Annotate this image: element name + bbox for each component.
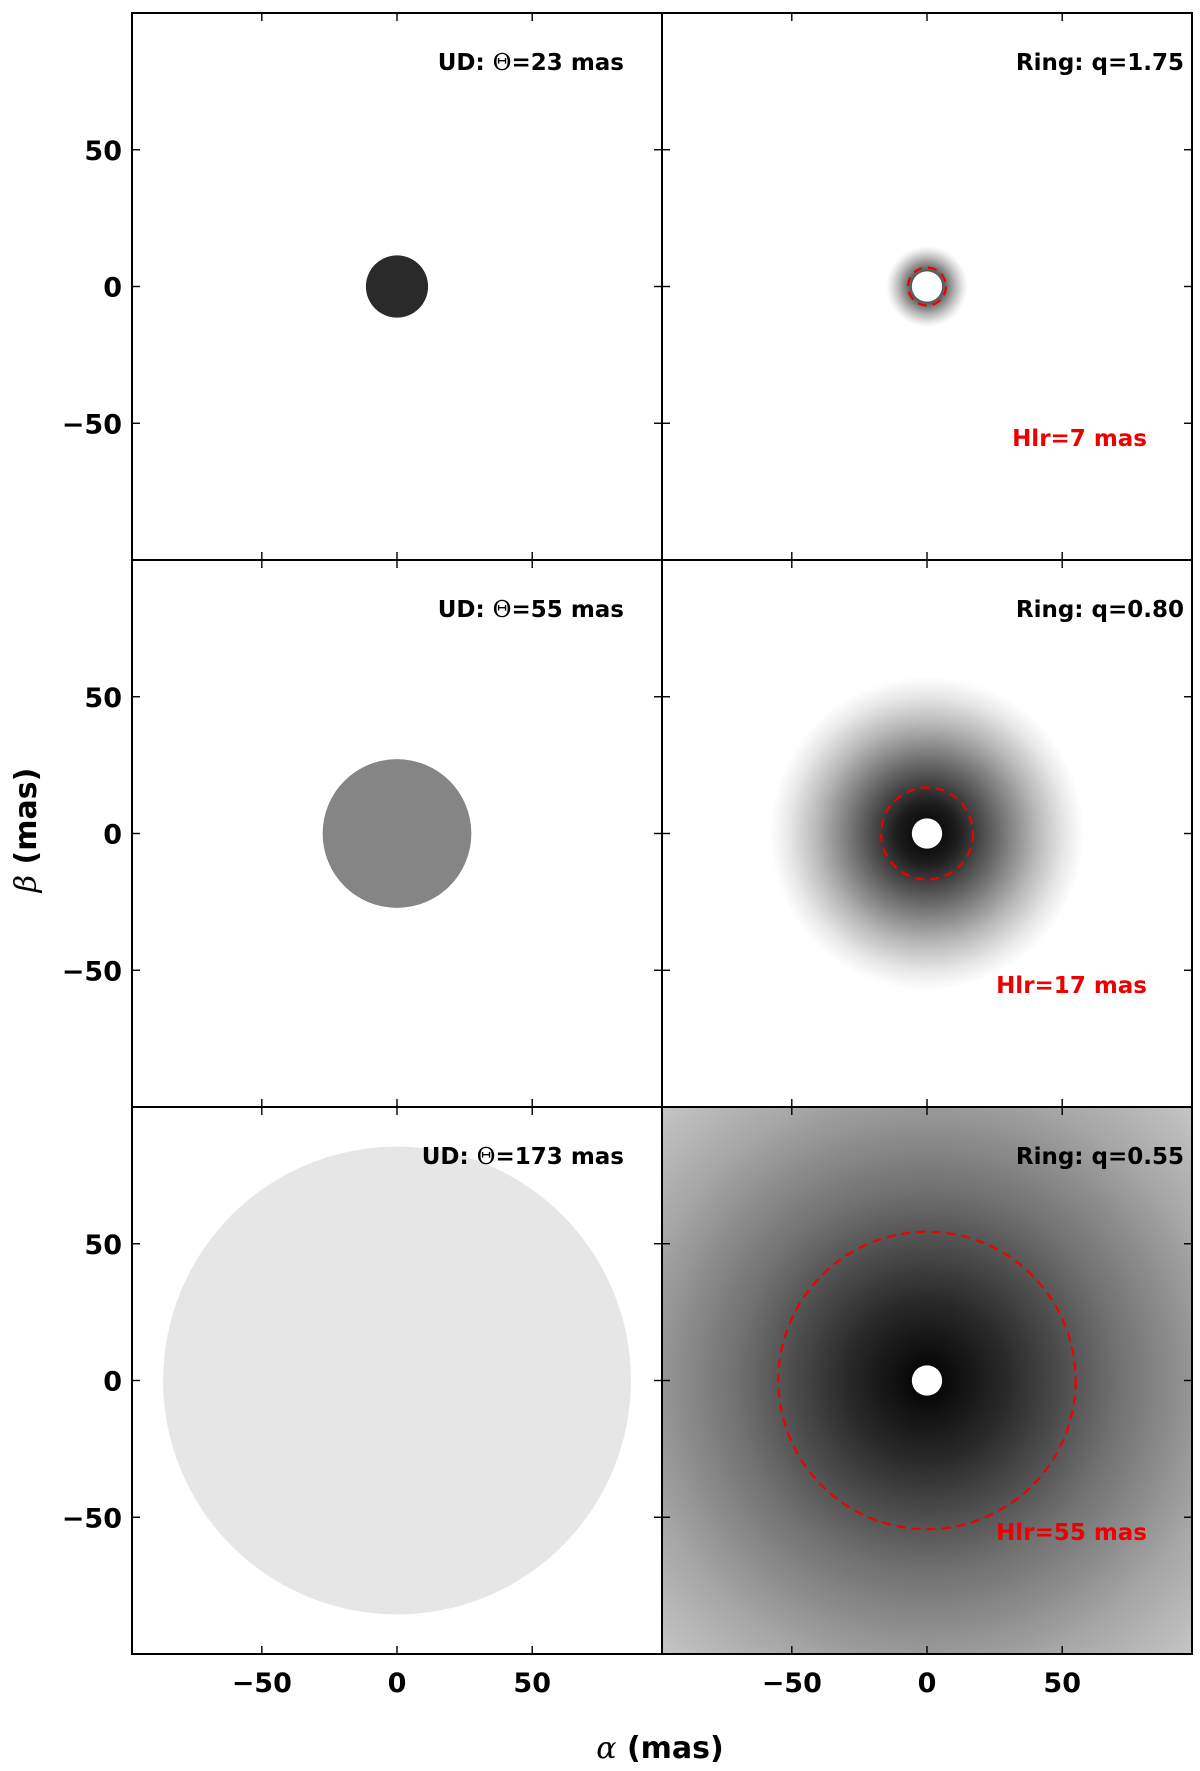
ud-panel-label: UD: Θ=23 mas <box>438 50 624 76</box>
x-axis-label: α (mas) <box>596 1731 724 1766</box>
half-light-radius-circle <box>777 1230 1077 1531</box>
ring-panel-label: Ring: q=0.80 <box>1016 597 1184 623</box>
ring-panel-label: Ring: q=0.55 <box>1016 1144 1184 1170</box>
y-tick-label: 0 <box>103 820 122 851</box>
central-hole <box>911 271 943 302</box>
x-tick-label: 50 <box>513 1668 551 1699</box>
x-tick-label: −50 <box>762 1668 822 1699</box>
labels-layer: UD: Θ=23 mas UD: Θ=55 mas UD: Θ=173 mas Rin… <box>62 50 1184 1699</box>
y-axis-label: β (mas) <box>9 768 44 894</box>
x-tick-label: −50 <box>232 1668 292 1699</box>
y-tick-label: 0 <box>103 1367 122 1398</box>
central-hole <box>911 818 943 849</box>
uniform-disk <box>365 255 429 318</box>
frames-layer <box>131 12 1193 1655</box>
y-tick-label: 50 <box>84 136 122 167</box>
ring-panel <box>662 1107 1192 1654</box>
x-tick-label: 0 <box>918 1668 937 1699</box>
y-tick-label: 50 <box>84 1230 122 1261</box>
ud-panel-label: UD: Θ=55 mas <box>438 597 624 623</box>
hlr-label: Hlr=7 mas <box>1012 426 1147 452</box>
ring-panel <box>662 13 1192 560</box>
y-tick-label: 50 <box>84 683 122 714</box>
ring-panel-label: Ring: q=1.75 <box>1016 50 1184 76</box>
y-tick-label: −50 <box>62 409 122 440</box>
y-tick-label: −50 <box>62 1503 122 1534</box>
panels-layer <box>163 13 1192 1654</box>
y-tick-label: −50 <box>62 956 122 987</box>
x-tick-label: 50 <box>1043 1668 1081 1699</box>
y-tick-label: 0 <box>103 273 122 304</box>
hlr-label: Hlr=17 mas <box>996 973 1147 999</box>
hlr-label: Hlr=55 mas <box>996 1520 1147 1546</box>
ud-panel-label: UD: Θ=173 mas <box>422 1144 624 1170</box>
half-light-radius-circle <box>879 786 975 881</box>
uniform-disk <box>322 759 472 908</box>
central-hole <box>911 1365 943 1396</box>
ring-panel <box>662 560 1192 1107</box>
half-light-radius-circle <box>906 266 948 307</box>
x-tick-label: 0 <box>388 1668 407 1699</box>
uniform-disk <box>163 1146 631 1615</box>
